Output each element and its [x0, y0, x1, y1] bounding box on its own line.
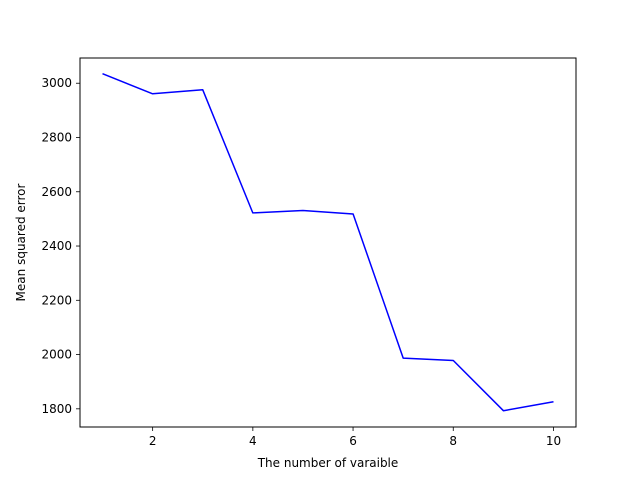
y-ticks: 1800 2000 2200 2400 2600 2800 3000 [41, 76, 80, 416]
x-axis-label: The number of varaible [257, 456, 399, 470]
y-tick-label: 1800 [41, 402, 72, 416]
x-tick-label: 8 [449, 434, 457, 448]
x-tick-label: 2 [149, 434, 157, 448]
x-tick-label: 6 [349, 434, 357, 448]
y-tick-label: 3000 [41, 76, 72, 90]
y-axis-label: Mean squared error [14, 183, 28, 301]
x-tick-label: 10 [546, 434, 561, 448]
x-tick-label: 4 [249, 434, 257, 448]
y-tick-label: 2200 [41, 293, 72, 307]
plot-frame [79, 57, 577, 428]
series-line [102, 73, 554, 412]
y-tick-label: 2400 [41, 239, 72, 253]
y-tick-label: 2600 [41, 185, 72, 199]
x-ticks: 2 4 6 8 10 [149, 427, 561, 448]
y-tick-label: 2000 [41, 348, 72, 362]
y-tick-label: 2800 [41, 130, 72, 144]
